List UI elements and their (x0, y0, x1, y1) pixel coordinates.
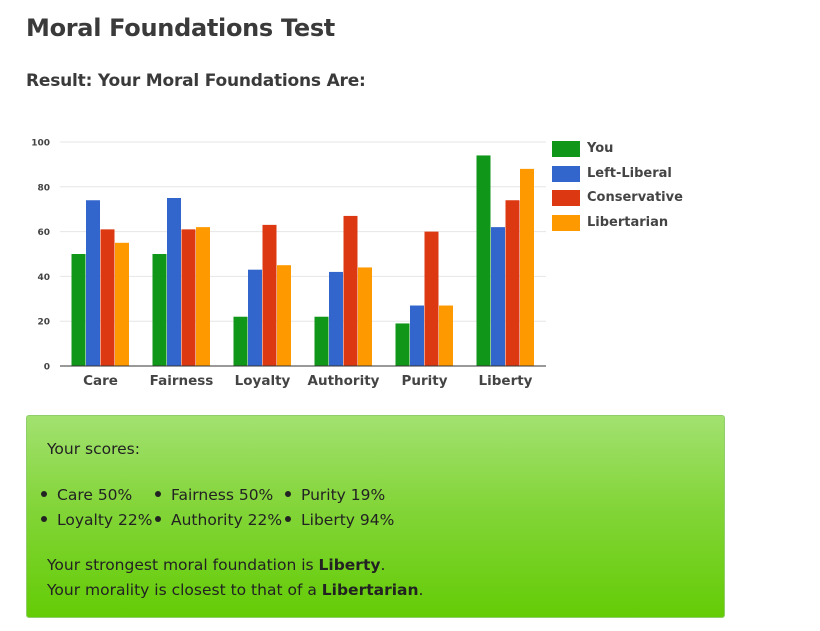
strongest-prefix: Your strongest moral foundation is (47, 556, 319, 574)
bar-purity-left-liberal (410, 305, 424, 366)
bar-authority-you (314, 316, 329, 366)
bullet-icon (155, 516, 161, 522)
bar-care-left-liberal (86, 200, 100, 366)
y-tick-label: 80 (37, 183, 50, 193)
y-tick-label: 0 (44, 363, 50, 373)
score-text: Authority 22% (171, 511, 283, 529)
strongest-suffix: . (380, 556, 386, 574)
bullet-icon (41, 516, 47, 522)
legend-label: Libertarian (587, 214, 669, 230)
score-text: Fairness 50% (171, 486, 274, 504)
legend-label: You (587, 141, 614, 156)
y-tick-label: 60 (37, 228, 50, 238)
closest-prefix: Your morality is closest to that of a (47, 581, 322, 599)
bullet-icon (155, 491, 161, 497)
bar-liberty-conservative (505, 200, 520, 366)
x-tick-label: Care (83, 373, 118, 389)
score-text: Purity 19% (301, 486, 386, 504)
x-tick-label: Purity (401, 373, 447, 389)
strongest-foundation-value: Liberty (318, 556, 381, 574)
x-tick-label: Loyalty (235, 373, 291, 389)
legend-label: Left-Liberal (587, 165, 672, 181)
page-title: Moral Foundations Test (26, 14, 335, 42)
bullet-icon (285, 491, 291, 497)
bar-care-conservative (100, 229, 115, 366)
legend-swatch (552, 165, 580, 182)
bar-purity-you (395, 323, 410, 366)
bar-authority-libertarian (358, 267, 372, 366)
bar-fairness-you (152, 254, 167, 366)
score-item: Purity 19% (285, 486, 385, 504)
score-text: Care 50% (57, 486, 133, 504)
score-item: Care 50% (41, 486, 132, 504)
closest-morality-value: Libertarian (321, 581, 419, 599)
bar-loyalty-left-liberal (248, 269, 262, 366)
bar-care-libertarian (115, 242, 129, 366)
bar-loyalty-you (233, 316, 248, 366)
bar-purity-libertarian (439, 305, 453, 366)
legend-swatch (552, 214, 580, 231)
bar-authority-left-liberal (329, 271, 343, 366)
strongest-foundation-line: Your strongest moral foundation is Liber… (47, 556, 385, 574)
result-heading: Result: Your Moral Foundations Are: (26, 71, 366, 91)
bar-authority-conservative (343, 215, 358, 366)
score-text: Loyalty 22% (57, 511, 153, 529)
closest-suffix: . (418, 581, 424, 599)
bullet-icon (285, 516, 291, 522)
bar-chart: 0 20 40 60 80 100 Care Fairness Loyalty Authority… (31, 139, 546, 389)
bar-fairness-left-liberal (167, 198, 181, 366)
x-tick-label: Authority (308, 373, 380, 389)
score-item: Loyalty 22% (41, 511, 152, 529)
y-tick-label: 100 (31, 139, 50, 149)
bar-loyalty-libertarian (277, 265, 291, 366)
bar-liberty-libertarian (520, 168, 534, 366)
score-item: Authority 22% (155, 511, 282, 529)
bullet-icon (41, 491, 47, 497)
legend-swatch (552, 141, 580, 157)
score-item: Liberty 94% (285, 511, 394, 529)
bar-liberty-you (476, 155, 491, 366)
bar-loyalty-conservative (262, 224, 277, 366)
score-item: Fairness 50% (155, 486, 273, 504)
x-tick-label: Fairness (150, 373, 214, 389)
legend-swatch (552, 190, 580, 206)
y-tick-label: 20 (37, 318, 50, 328)
scores-title: Your scores: (47, 440, 140, 458)
score-text: Liberty 94% (301, 511, 395, 529)
results-box: Your scores: Care 50% Fairness 50% Purity … (26, 415, 725, 618)
legend-label: Conservative (587, 190, 683, 205)
y-tick-label: 40 (37, 273, 50, 283)
x-tick-label: Liberty (479, 373, 533, 389)
closest-morality-line: Your morality is closest to that of a Li… (47, 581, 423, 599)
bar-liberty-left-liberal (491, 227, 505, 366)
bar-purity-conservative (424, 231, 439, 366)
bar-fairness-conservative (181, 229, 196, 366)
bar-fairness-libertarian (196, 227, 210, 366)
bar-care-you (71, 254, 86, 366)
